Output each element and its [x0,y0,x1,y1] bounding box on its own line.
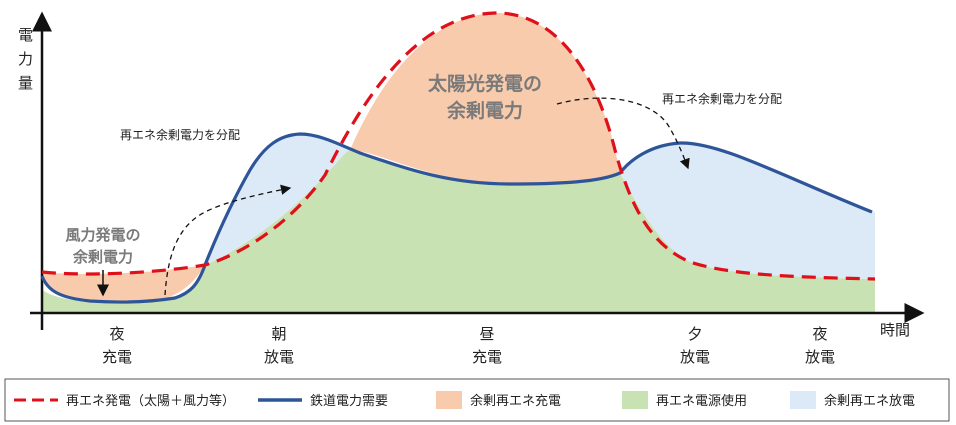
period-action-3: 放電 [680,348,710,366]
surplus-charge-area-night [42,265,205,303]
wind-surplus-label-2: 余剰電力 [72,248,133,266]
legend-label-3: 再エネ電源使用 [656,393,747,409]
period-time-2: 昼 [479,325,494,343]
distribute-label-right: 再エネ余剰電力を分配 [662,91,782,106]
legend-swatch-3 [622,391,648,409]
demand-line [40,132,873,304]
distribute-arrow-right [556,97,690,170]
period-action-2: 充電 [472,348,502,366]
period-time-0: 夜 [109,325,124,343]
renewable-use-area [42,150,875,313]
period-time-3: 夕 [687,325,702,343]
surplus-discharge-area-evening [620,142,875,279]
renewable-generation-line [41,11,876,281]
solar-surplus-label-2: 余剰電力 [446,99,523,122]
legend-label-4: 余剰再エネ放電 [824,393,915,409]
y-axis-label-3: 量 [18,74,33,92]
period-action-0: 充電 [102,348,132,366]
y-axis-label-2: 力 [18,50,33,68]
period-action-1: 放電 [264,348,294,366]
solar-surplus-label-1: 太陽光発電の [428,72,542,95]
legend-label-2: 余剰再エネ充電 [470,393,561,409]
legend-swatch-4 [790,391,816,409]
legend-label-1: 鉄道電力需要 [310,394,388,409]
legend-swatch-2 [436,391,462,409]
period-time-1: 朝 [271,325,286,343]
distribute-arrow-left [164,184,292,296]
distribute-label-left: 再エネ余剰電力を分配 [120,127,240,142]
surplus-discharge-area-morning [205,134,350,265]
period-time-4: 夜 [812,325,827,343]
x-axis-label: 時間 [880,321,910,339]
surplus-charge-area-day [350,12,620,184]
legend-label-0: 再エネ発電（太陽＋風力等） [66,393,235,409]
y-axis-label-1: 電 [18,26,33,44]
wind-surplus-label-1: 風力発電の [65,226,140,244]
period-action-4: 放電 [805,348,835,366]
